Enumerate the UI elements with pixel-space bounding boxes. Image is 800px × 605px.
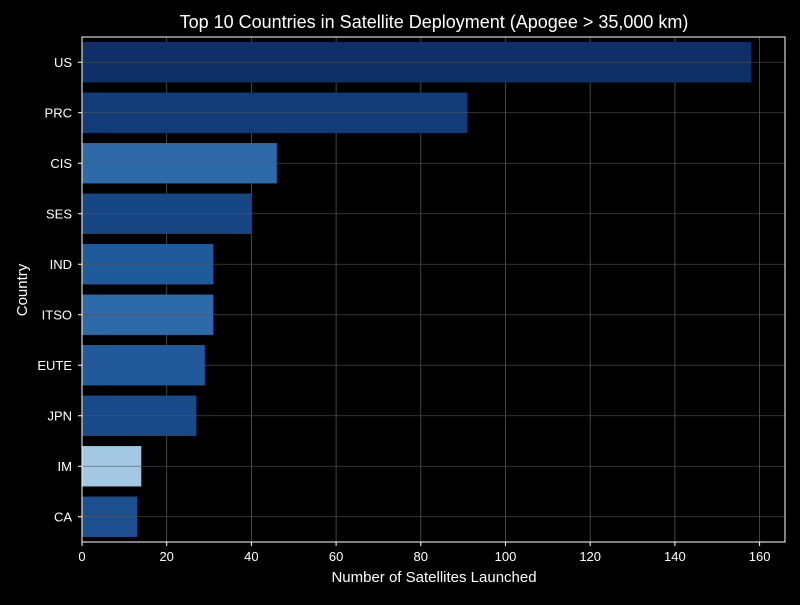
y-tick-label: CA: [54, 509, 72, 524]
x-tick-label: 160: [749, 549, 771, 564]
plot-frame: [81, 36, 786, 543]
x-tick-labels: 0 20 40 60 80 100 120 140 160: [78, 549, 770, 564]
x-tick-label: 140: [664, 549, 686, 564]
x-tick-label: 0: [78, 549, 85, 564]
y-tick-label: IM: [58, 459, 72, 474]
y-tick-label: PRC: [45, 105, 72, 120]
y-tick-labels: US PRC CIS SES IND ITSO EUTE JPN IM CA: [37, 55, 72, 525]
y-tick-label: IND: [50, 257, 72, 272]
chart-title: Top 10 Countries in Satellite Deployment…: [180, 12, 689, 32]
y-tick-label: JPN: [47, 408, 72, 423]
y-tick-label: CIS: [50, 156, 72, 171]
x-tick-label: 80: [414, 549, 428, 564]
y-tick-label: SES: [46, 206, 72, 221]
bars: [82, 42, 752, 537]
x-axis-label: Number of Satellites Launched: [331, 569, 536, 586]
x-tick-label: 100: [495, 549, 517, 564]
x-tick-label: 40: [244, 549, 258, 564]
y-tick-label: US: [54, 55, 72, 70]
axes: [78, 36, 786, 546]
x-tick-label: 20: [159, 549, 173, 564]
x-tick-label: 120: [579, 549, 601, 564]
x-tick-label: 60: [329, 549, 343, 564]
y-tick-label: ITSO: [42, 307, 72, 322]
y-axis-label: Country: [14, 263, 31, 316]
y-tick-label: EUTE: [37, 358, 72, 373]
